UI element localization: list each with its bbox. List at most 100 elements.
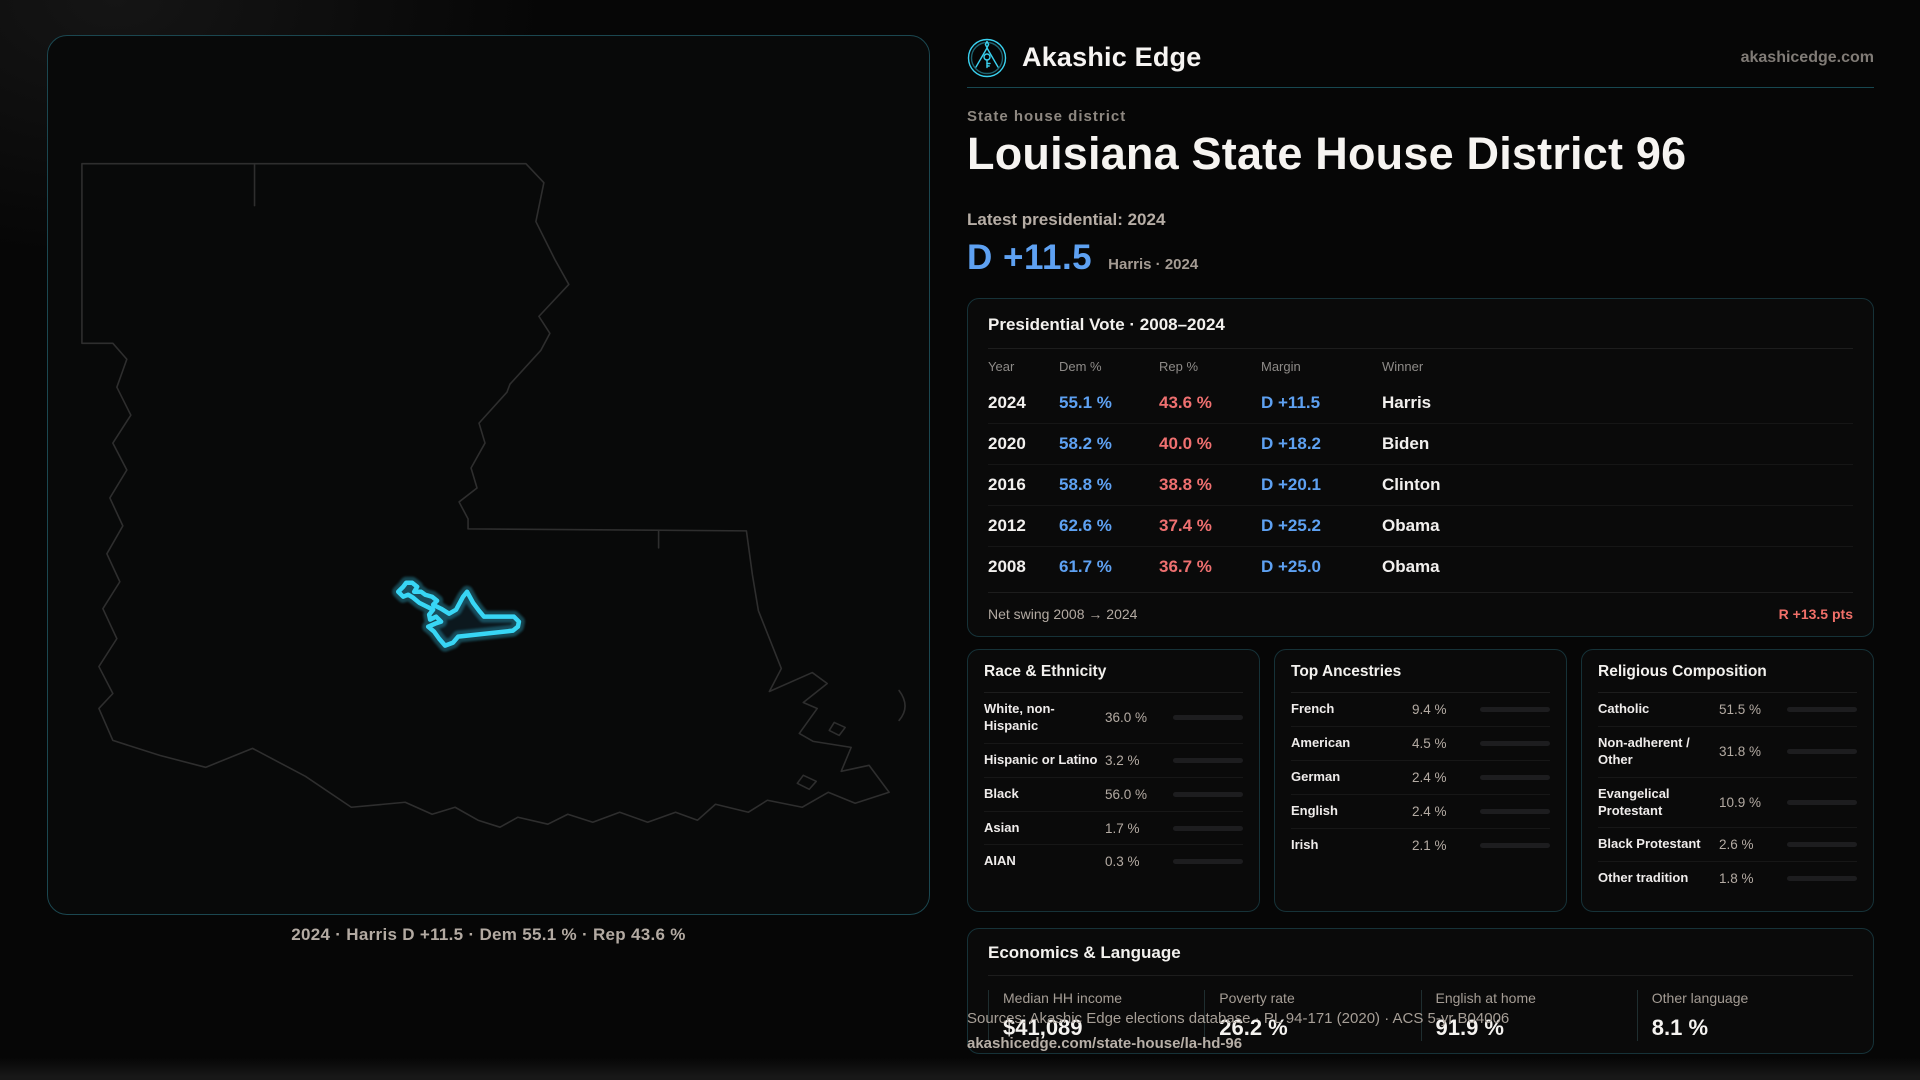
cell-winner: Obama bbox=[1382, 557, 1440, 576]
demo-value: 2.4 % bbox=[1412, 769, 1447, 785]
list-item: American 4.5 % bbox=[1291, 727, 1550, 761]
mini-bar bbox=[1173, 715, 1243, 721]
mini-bar bbox=[1480, 740, 1550, 746]
presidential-vote-card: Presidential Vote · 2008–2024 Year Dem %… bbox=[967, 298, 1874, 637]
cell-dem: 62.6 % bbox=[1059, 516, 1112, 535]
bottom-gradient-band bbox=[0, 1058, 1920, 1080]
cell-year: 2012 bbox=[988, 516, 1026, 535]
list-item: Black Protestant 2.6 % bbox=[1598, 828, 1857, 863]
cell-margin: D +11.5 bbox=[1261, 393, 1321, 412]
stat-other-language: Other language 8.1 % bbox=[1636, 990, 1853, 1041]
page-title: Louisiana State House District 96 bbox=[967, 128, 1687, 179]
race-ethnicity-card: Race & Ethnicity White, non-Hispanic 36.… bbox=[967, 649, 1260, 912]
demo-value: 9.4 % bbox=[1412, 701, 1447, 717]
table-row: 2016 58.8 % 38.8 % D +20.1 Clinton bbox=[988, 464, 1853, 505]
demo-label: French bbox=[1291, 701, 1335, 716]
mini-bar bbox=[1480, 842, 1550, 848]
top-ancestries-title: Top Ancestries bbox=[1291, 663, 1550, 693]
demo-label: Irish bbox=[1291, 836, 1319, 852]
economics-stats-row: Median HH income $41,089 Poverty rate 26… bbox=[988, 990, 1853, 1041]
mini-bar bbox=[1173, 859, 1243, 865]
headline-margin-value: D +11.5 bbox=[967, 238, 1093, 277]
demo-label: Catholic bbox=[1598, 701, 1650, 716]
mini-bar bbox=[1787, 842, 1857, 848]
headline-margin-context: Harris · 2024 bbox=[1108, 256, 1199, 273]
mini-bar bbox=[1787, 706, 1857, 712]
cell-rep: 37.4 % bbox=[1159, 516, 1212, 535]
mini-bar bbox=[1480, 706, 1550, 712]
demo-value: 1.7 % bbox=[1105, 820, 1140, 836]
sources-line: Sources: Akashic Edge elections database… bbox=[967, 1010, 1510, 1027]
headline-margin-row: D +11.5 Harris · 2024 bbox=[967, 238, 1198, 278]
demo-value: 3.2 % bbox=[1105, 752, 1140, 768]
mini-bar bbox=[1480, 808, 1550, 814]
site-domain-link[interactable]: akashicedge.com bbox=[1740, 48, 1874, 66]
louisiana-map-canvas[interactable] bbox=[48, 36, 929, 914]
stat-value: 91.9 % bbox=[1435, 1015, 1505, 1040]
map-panel bbox=[47, 35, 930, 915]
stat-median-income: Median HH income $41,089 bbox=[988, 990, 1204, 1041]
mini-bar bbox=[1787, 749, 1857, 755]
stat-value: 8.1 % bbox=[1651, 1015, 1709, 1040]
list-item: Black 56.0 % bbox=[984, 778, 1243, 812]
cell-winner: Clinton bbox=[1382, 475, 1441, 494]
permalink: akashicedge.com/state-house/la-hd-96 bbox=[967, 1035, 1243, 1052]
list-item: Catholic 51.5 % bbox=[1598, 693, 1857, 727]
demo-value: 36.0 % bbox=[1105, 710, 1148, 726]
col-dem: Dem % bbox=[1059, 359, 1102, 374]
demo-label: AIAN bbox=[984, 853, 1016, 869]
demo-value: 4.5 % bbox=[1412, 735, 1447, 751]
stat-value: 26.2 % bbox=[1219, 1015, 1288, 1040]
latest-presidential-label: Latest presidential: 2024 bbox=[967, 210, 1166, 229]
religious-composition-card: Religious Composition Catholic 51.5 % No… bbox=[1581, 649, 1874, 912]
demo-value: 2.1 % bbox=[1412, 837, 1447, 853]
race-ethnicity-title: Race & Ethnicity bbox=[984, 663, 1243, 693]
demo-label: English bbox=[1291, 802, 1338, 818]
demo-label: Asian bbox=[984, 819, 1020, 835]
cell-rep: 43.6 % bbox=[1159, 393, 1212, 412]
list-item: Other tradition 1.8 % bbox=[1598, 862, 1857, 895]
cell-rep: 38.8 % bbox=[1159, 475, 1212, 494]
list-item: Evangelical Protestant 10.9 % bbox=[1598, 778, 1857, 829]
stat-poverty-rate: Poverty rate 26.2 % bbox=[1204, 990, 1420, 1041]
cell-dem: 58.2 % bbox=[1059, 434, 1112, 453]
cell-winner: Harris bbox=[1382, 393, 1432, 412]
list-item: Irish 2.1 % bbox=[1291, 829, 1550, 862]
cell-rep: 40.0 % bbox=[1159, 434, 1212, 453]
demo-label: German bbox=[1291, 768, 1341, 784]
cell-year: 2020 bbox=[988, 434, 1026, 453]
col-year: Year bbox=[988, 359, 1015, 374]
cell-year: 2024 bbox=[988, 393, 1026, 412]
table-row: 2024 55.1 % 43.6 % D +11.5 Harris bbox=[988, 383, 1853, 423]
map-caption: 2024 · Harris D +11.5 · Dem 55.1 % · Rep… bbox=[291, 925, 686, 944]
demo-label: American bbox=[1291, 734, 1351, 750]
demo-value: 56.0 % bbox=[1105, 786, 1148, 802]
col-margin: Margin bbox=[1261, 359, 1301, 374]
demo-value: 0.3 % bbox=[1105, 854, 1140, 870]
list-item: French 9.4 % bbox=[1291, 693, 1550, 727]
table-row: 2020 58.2 % 40.0 % D +18.2 Biden bbox=[988, 423, 1853, 464]
demo-label: Hispanic or Latino bbox=[984, 751, 1098, 767]
demo-label: Evangelical Protestant bbox=[1598, 785, 1670, 818]
stat-label: English at home bbox=[1435, 990, 1536, 1006]
economics-language-card: Economics & Language Median HH income $4… bbox=[967, 928, 1874, 1054]
akashic-emblem-icon bbox=[967, 38, 1007, 77]
cell-winner: Biden bbox=[1382, 434, 1430, 453]
cell-margin: D +25.2 bbox=[1261, 516, 1322, 535]
district-96-shape[interactable] bbox=[392, 576, 525, 652]
mini-bar bbox=[1480, 774, 1550, 780]
cell-margin: D +20.1 bbox=[1261, 475, 1322, 494]
stat-label: Other language bbox=[1651, 990, 1749, 1006]
demo-value: 51.5 % bbox=[1719, 701, 1762, 717]
list-item: Non-adherent / Other 31.8 % bbox=[1598, 727, 1857, 778]
table-header-row: Year Dem % Rep % Margin Winner bbox=[988, 348, 1853, 383]
list-item: AIAN 0.3 % bbox=[984, 845, 1243, 878]
list-item: English 2.4 % bbox=[1291, 795, 1550, 829]
demo-value: 2.4 % bbox=[1412, 803, 1447, 819]
net-swing-row: Net swing 2008 → 2024 R +13.5 pts bbox=[988, 592, 1853, 622]
demo-label: Black bbox=[984, 785, 1019, 801]
demo-value: 10.9 % bbox=[1719, 795, 1762, 811]
stat-value: $41,089 bbox=[1003, 1015, 1083, 1040]
site-header: Akashic Edge akashicedge.com bbox=[967, 28, 1874, 88]
net-swing-label: Net swing 2008 → 2024 bbox=[988, 606, 1138, 622]
